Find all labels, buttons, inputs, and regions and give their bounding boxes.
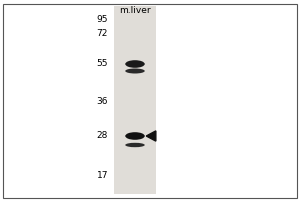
Text: 36: 36 [97,98,108,106]
Ellipse shape [125,60,145,68]
Ellipse shape [125,68,145,73]
Bar [114,6,156,194]
Ellipse shape [125,143,145,147]
Text: 72: 72 [97,29,108,38]
Text: m.liver: m.liver [119,6,151,15]
Text: 55: 55 [97,60,108,68]
Text: 28: 28 [97,132,108,140]
Text: 17: 17 [97,171,108,180]
Polygon shape [146,131,156,141]
Text: 95: 95 [97,16,108,24]
Ellipse shape [125,132,145,140]
